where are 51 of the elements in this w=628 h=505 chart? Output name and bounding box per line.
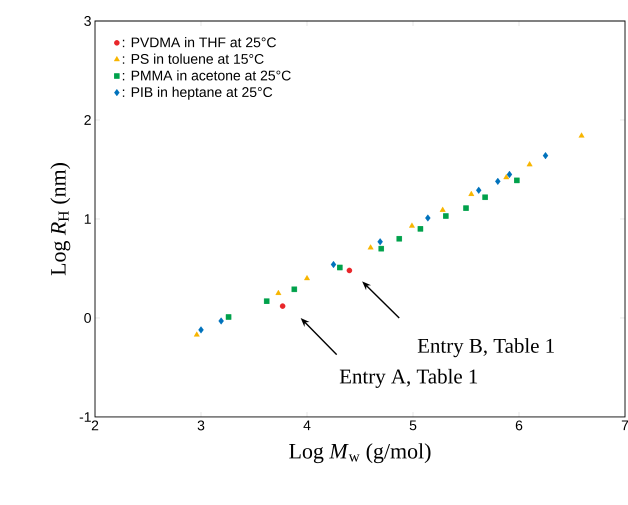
point [408, 222, 415, 228]
point [291, 286, 298, 292]
point [346, 268, 352, 274]
point [264, 298, 270, 304]
x-tick-label: 3 [198, 420, 204, 430]
y-axis-title: Log R$_{H}$ (nm) [50, 163, 70, 276]
x-tick-label: 7 [622, 420, 628, 430]
legend-label: : PVDMA in THF at 25°C [122, 37, 276, 48]
point [337, 264, 343, 270]
x-tick-label: 6 [516, 420, 522, 430]
y-tick-label: 0 [84, 313, 91, 323]
point [440, 206, 446, 212]
x-axis-title: Log M$_{w}$ (g/mol) [289, 443, 430, 464]
point [443, 213, 449, 219]
point [378, 246, 384, 252]
y-tick-label: -1 [80, 412, 91, 422]
point [468, 190, 474, 196]
annotation: Entry B, Table 1 [418, 338, 554, 358]
x-tick-label: 5 [410, 420, 416, 430]
annotation: Entry A, Table 1 [340, 368, 478, 388]
point [578, 132, 585, 138]
point [304, 275, 310, 280]
point [476, 186, 482, 194]
x-tick-label: 2 [92, 420, 98, 430]
y-tick-label: 1 [84, 214, 91, 224]
point [526, 161, 533, 166]
point [495, 178, 501, 185]
point [198, 326, 204, 334]
point [542, 152, 548, 160]
point [377, 238, 383, 246]
y-tick-label: 2 [84, 115, 91, 125]
point [368, 244, 374, 250]
point [463, 205, 469, 211]
point [218, 317, 224, 325]
point [194, 331, 200, 337]
legend-label: : PMMA in acetone at 25°C [122, 70, 291, 80]
legend-label: : PS in toluene at 15°C [122, 54, 264, 64]
point [514, 178, 520, 184]
x-tick-label: 4 [303, 420, 310, 430]
point [503, 174, 510, 180]
y-tick-label: 3 [84, 16, 91, 26]
point [506, 170, 512, 178]
point [482, 194, 488, 200]
point [396, 236, 402, 242]
legend-label: : PIB in heptane at 25°C [122, 86, 272, 100]
point [226, 314, 232, 320]
point [425, 214, 431, 222]
point [418, 226, 424, 232]
point [275, 290, 282, 296]
point [330, 260, 336, 268]
point [280, 303, 286, 309]
